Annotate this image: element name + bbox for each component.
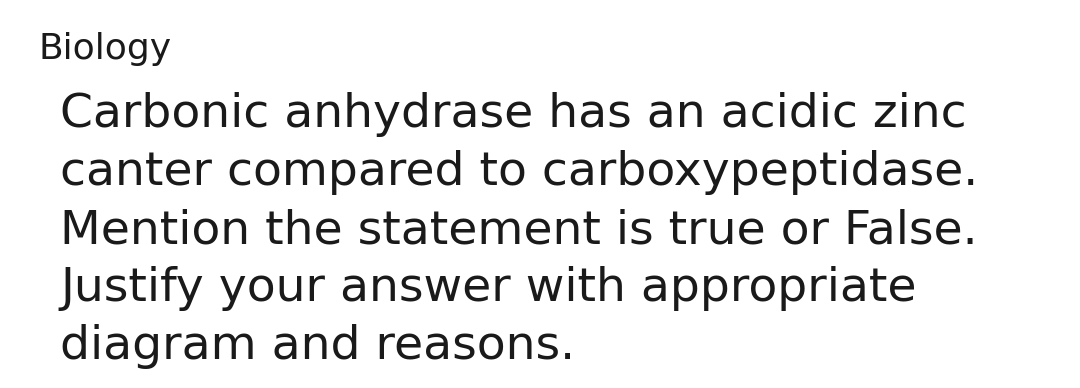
Text: Mention the statement is true or False.: Mention the statement is true or False. (60, 208, 977, 253)
Text: Justify your answer with appropriate: Justify your answer with appropriate (60, 266, 917, 311)
Text: diagram and reasons.: diagram and reasons. (60, 324, 576, 369)
Text: Biology: Biology (38, 32, 171, 66)
Text: canter compared to carboxypeptidase.: canter compared to carboxypeptidase. (60, 150, 978, 195)
Text: Carbonic anhydrase has an acidic zinc: Carbonic anhydrase has an acidic zinc (60, 92, 967, 137)
